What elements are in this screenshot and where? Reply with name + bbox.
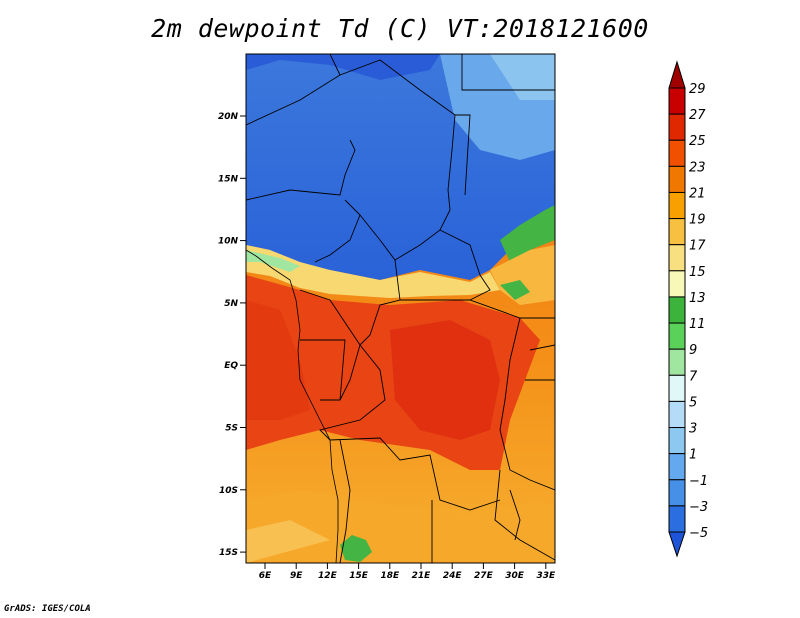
colorbar-box [668,270,686,298]
coastline [246,249,339,563]
colorbar-label: 5 [689,395,697,410]
lat-tick-label: 5S [225,424,238,434]
colorbar-label: 21 [689,186,706,201]
colorbar-box [668,505,686,533]
lat-tick-label: 20N [218,112,239,122]
colorbar-label: 15 [689,265,706,280]
lon-tick-label: 21E [412,571,432,581]
colorbar-box [668,87,686,115]
colorbar-box [668,322,686,350]
latitude-axis: 20N 15N 10N 5N EQ 5S 10S 15S [218,112,246,558]
lon-tick-label: 6E [259,571,272,581]
longitude-axis: 6E 9E 12E 15E 18E 21E 24E 27E 30E 33E [259,563,556,581]
dewpoint-field [246,54,555,563]
colorbar-box [668,165,686,193]
colorbar: 29 27 25 23 21 19 17 15 13 11 9 7 5 3 1 −1 −3 −5 [668,60,708,558]
colorbar-box [668,244,686,272]
colorbar-label: 23 [689,160,706,175]
colorbar-label: 25 [689,134,706,149]
lon-tick-label: 18E [380,571,400,581]
colorbar-label: −3 [689,500,708,515]
colorbar-label: 19 [689,213,706,228]
credit-text: GrADS: IGES/COLA [4,604,91,614]
colorbar-label: 29 [689,82,706,97]
colorbar-label: 9 [689,343,697,358]
colorbar-min-arrow [668,531,686,558]
lon-tick-label: 9E [290,571,303,581]
colorbar-box [668,348,686,376]
colorbar-label: 17 [689,239,706,254]
lat-tick-label: 15S [219,548,238,558]
colorbar-box [668,427,686,455]
lat-tick-label: EQ [224,361,238,371]
lon-tick-label: 24E [443,571,463,581]
colorbar-box [668,453,686,481]
colorbar-max-arrow [668,60,686,89]
colorbar-label: 3 [689,422,697,437]
colorbar-label: 7 [689,369,698,384]
colorbar-box [668,139,686,167]
lat-tick-label: 10N [218,237,239,247]
colorbar-label: −1 [689,474,708,489]
colorbar-label: 27 [689,108,706,123]
colorbar-label: 13 [689,291,706,306]
lon-tick-label: 27E [474,571,494,581]
lat-tick-label: 5N [224,299,238,309]
map-frame [245,53,556,564]
colorbar-box [668,218,686,246]
country-borders [246,54,555,563]
colorbar-box [668,479,686,507]
lon-tick-label: 33E [536,571,556,581]
colorbar-label: −5 [689,526,708,541]
colorbar-label: 11 [689,317,706,332]
lat-tick-label: 15N [218,174,239,184]
map-title: 2m dewpoint Td (C) VT:2018121600 [151,14,649,43]
lon-tick-label: 15E [349,571,369,581]
colorbar-box [668,191,686,220]
colorbar-box [668,400,686,429]
colorbar-label: 1 [689,448,697,463]
lat-tick-label: 10S [219,486,238,496]
lon-tick-label: 12E [318,571,338,581]
colorbar-box [668,113,686,141]
lon-tick-label: 30E [505,571,525,581]
colorbar-box [668,296,686,324]
colorbar-box [668,374,686,402]
